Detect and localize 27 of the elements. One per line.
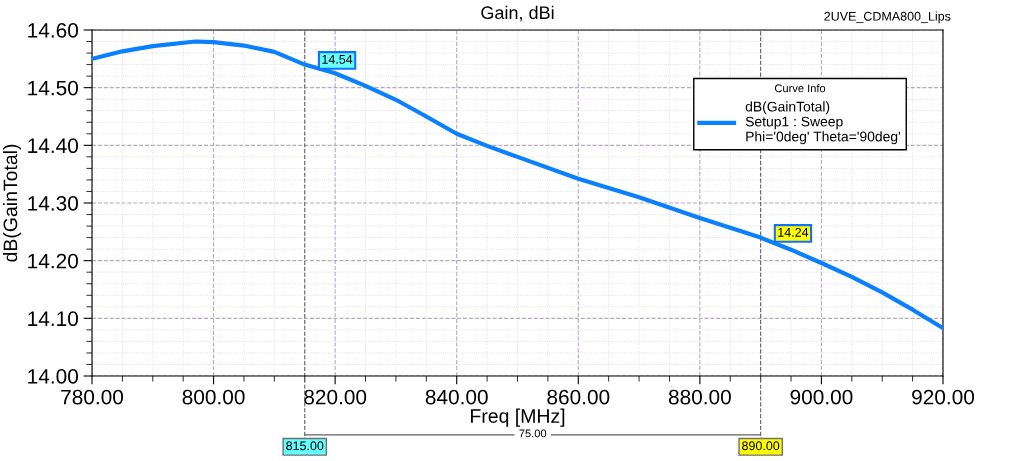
x-tick-label: 820.00 bbox=[304, 389, 367, 405]
text: 75.00 bbox=[519, 429, 547, 438]
annotation: 14.54 bbox=[322, 55, 353, 64]
legend-label: dB(GainTotal) Setup1 : Sweep Phi='0deg' Theta='90deg' bbox=[745, 101, 901, 145]
x-tick-label: 920.00 bbox=[912, 389, 975, 405]
y-tick-label: 14.20 bbox=[28, 253, 78, 269]
text: 2UVE_CDMA800_Lips bbox=[824, 11, 951, 24]
x-tick-label: 880.00 bbox=[668, 389, 731, 405]
y-axis-title: dB(GainTotal) bbox=[3, 144, 22, 262]
x-tick-label: 900.00 bbox=[790, 389, 853, 405]
x-tick-label: 860.00 bbox=[547, 389, 610, 405]
y-tick-label: 14.10 bbox=[28, 311, 78, 327]
x-tick-label: 800.00 bbox=[182, 389, 245, 405]
x-axis-title: Freq [MHz] bbox=[471, 408, 565, 427]
annotation: 14.24 bbox=[778, 227, 809, 237]
y-tick-label: 14.60 bbox=[28, 23, 78, 38]
line-series bbox=[92, 39, 943, 331]
ref-line-label: 815.00 bbox=[286, 441, 324, 451]
y-tick-label: 14.30 bbox=[28, 196, 78, 211]
x-tick-label: 840.00 bbox=[425, 389, 488, 405]
chart-title: Gain, dBi bbox=[481, 5, 554, 22]
y-tick-label: 14.40 bbox=[28, 138, 78, 154]
y-tick-label: 14.00 bbox=[28, 369, 78, 384]
legend-title: Curve Info bbox=[774, 84, 826, 93]
x-tick-label: 780.00 bbox=[61, 389, 124, 405]
ref-line-label: 890.00 bbox=[742, 441, 780, 451]
y-tick-label: 14.50 bbox=[28, 80, 78, 96]
